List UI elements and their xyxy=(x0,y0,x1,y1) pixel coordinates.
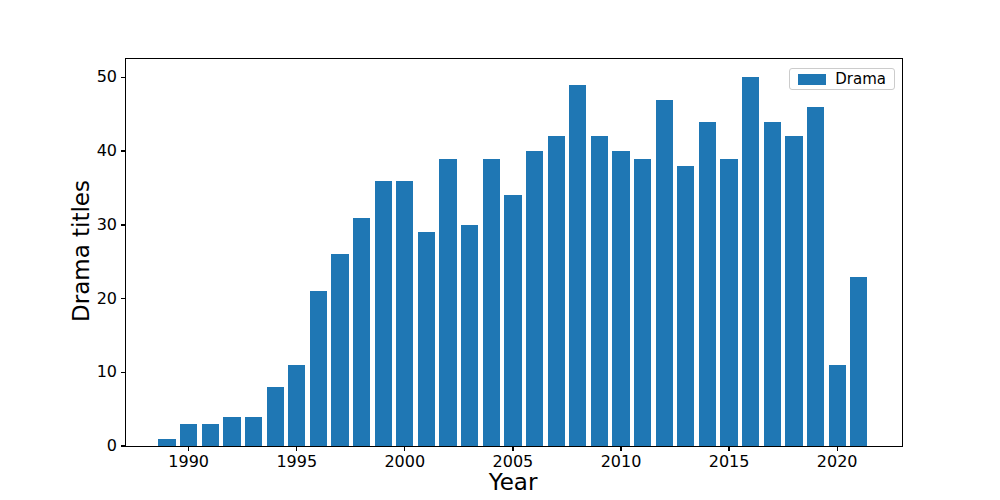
bar-2001 xyxy=(418,232,435,446)
x-tick-mark-2010 xyxy=(620,446,621,451)
y-tick-label-0: 0 xyxy=(107,437,117,455)
y-tick-mark-20 xyxy=(121,298,126,299)
y-tick-mark-0 xyxy=(121,445,126,446)
bar-2003 xyxy=(461,225,478,446)
bar-2017 xyxy=(764,122,781,446)
bar-2009 xyxy=(591,136,608,446)
bar-1991 xyxy=(202,424,219,446)
y-axis-label: Drama titles xyxy=(69,180,94,322)
bar-2008 xyxy=(569,85,586,446)
x-tick-mark-2000 xyxy=(404,446,405,451)
bar-2005 xyxy=(504,195,521,446)
bar-1993 xyxy=(245,417,262,447)
y-tick-mark-40 xyxy=(121,150,126,151)
bar-2015 xyxy=(720,159,737,447)
bar-2021 xyxy=(850,277,867,447)
x-tick-label-2010: 2010 xyxy=(601,453,642,471)
y-tick-mark-50 xyxy=(121,77,126,78)
x-tick-label-1990: 1990 xyxy=(168,453,209,471)
bar-1999 xyxy=(375,181,392,446)
legend-swatch-drama xyxy=(798,74,826,85)
bar-1989 xyxy=(158,439,175,446)
y-tick-label-30: 30 xyxy=(97,216,117,234)
legend: Drama xyxy=(789,68,895,90)
plot-area: 1990199520002005201020152020 01020304050… xyxy=(125,58,903,447)
bar-1997 xyxy=(331,254,348,446)
bar-2011 xyxy=(634,159,651,447)
bar-1995 xyxy=(288,365,305,446)
x-axis-label: Year xyxy=(489,470,538,495)
bar-2016 xyxy=(742,77,759,446)
x-tick-mark-1990 xyxy=(188,446,189,451)
bar-2012 xyxy=(656,100,673,447)
bar-1998 xyxy=(353,218,370,447)
bar-1996 xyxy=(310,291,327,446)
bar-2018 xyxy=(785,136,802,446)
x-tick-label-2020: 2020 xyxy=(817,453,858,471)
bar-2002 xyxy=(439,159,456,447)
x-tick-label-2000: 2000 xyxy=(384,453,425,471)
bar-2004 xyxy=(483,159,500,447)
y-tick-mark-10 xyxy=(121,372,126,373)
x-tick-mark-1995 xyxy=(296,446,297,451)
y-tick-label-40: 40 xyxy=(97,142,117,160)
x-tick-label-2005: 2005 xyxy=(493,453,534,471)
bar-2010 xyxy=(612,151,629,446)
bar-2013 xyxy=(677,166,694,446)
bar-1990 xyxy=(180,424,197,446)
x-tick-label-1995: 1995 xyxy=(276,453,317,471)
y-tick-mark-30 xyxy=(121,224,126,225)
x-tick-mark-2020 xyxy=(837,446,838,451)
legend-label-drama: Drama xyxy=(835,72,886,87)
x-tick-mark-2015 xyxy=(728,446,729,451)
bar-2019 xyxy=(807,107,824,446)
bar-2000 xyxy=(396,181,413,446)
bar-2014 xyxy=(699,122,716,446)
x-tick-label-2015: 2015 xyxy=(709,453,750,471)
bar-2006 xyxy=(526,151,543,446)
bar-1994 xyxy=(267,387,284,446)
y-tick-label-50: 50 xyxy=(97,69,117,87)
bar-2020 xyxy=(829,365,846,446)
figure: Drama titles 199019952000200520102015202… xyxy=(0,0,1000,500)
y-tick-label-10: 10 xyxy=(97,364,117,382)
bar-2007 xyxy=(548,136,565,446)
bar-1992 xyxy=(223,417,240,447)
y-tick-label-20: 20 xyxy=(97,290,117,308)
x-tick-mark-2005 xyxy=(512,446,513,451)
